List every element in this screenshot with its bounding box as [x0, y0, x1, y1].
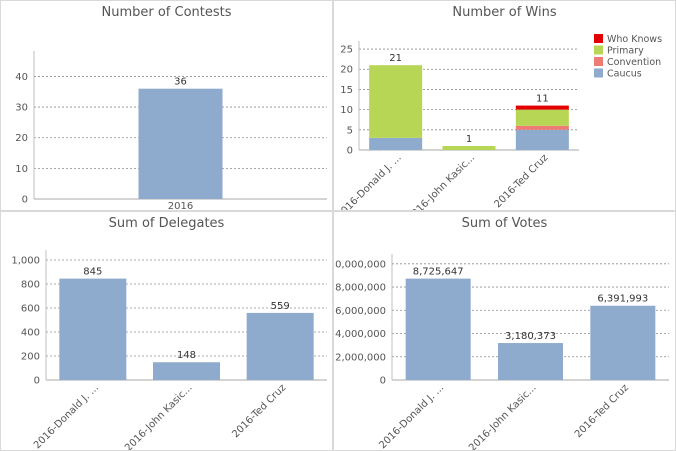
wins-bar-primary	[515, 109, 569, 126]
wins-chart-title: Number of Wins	[452, 5, 557, 20]
delegates-ytick-label: 400	[21, 328, 40, 339]
delegates-chart-svg: 0 200 400 600 800 1,000 845 2016-Donald J. ... 1…	[11, 250, 327, 450]
contests-chart-panel: Number of Contests 0 10 20 30 40 36 2016	[0, 0, 333, 211]
votes-xtick-label: 2016-John Kasic...	[467, 382, 538, 450]
wins-legend-label: Who Knows	[607, 34, 662, 45]
wins-legend-swatch	[594, 68, 603, 78]
wins-chart-svg: 0 5 10 15 20 25 21 2016-Donald J. ... 1 2016-John…	[335, 34, 662, 210]
contests-ytick-label: 40	[15, 72, 28, 83]
wins-data-label: 1	[466, 134, 472, 145]
wins-data-label: 11	[536, 94, 549, 105]
votes-ytick-label: 10,000,000	[334, 259, 386, 270]
delegates-chart-title: Sum of Delegates	[108, 216, 225, 231]
wins-legend-label: Primary	[607, 46, 644, 57]
wins-ytick-label: 20	[340, 65, 353, 76]
delegates-data-label: 148	[177, 350, 196, 361]
wins-bar-caucus	[369, 137, 423, 150]
delegates-bar	[153, 362, 220, 380]
votes-ytick-label: 4,000,000	[335, 329, 386, 340]
wins-legend-label: Caucus	[607, 69, 642, 80]
wins-xtick-label: 2016-John Kasic...	[406, 152, 477, 210]
wins-data-label: 21	[389, 53, 402, 64]
delegates-ytick-label: 1,000	[11, 256, 40, 267]
delegates-data-label: 845	[83, 267, 102, 278]
delegates-ytick-label: 0	[34, 376, 40, 387]
wins-xtick-label: 2016-Ted Cruz	[493, 152, 551, 210]
delegates-ytick-label: 600	[21, 304, 40, 315]
votes-ytick-label: 2,000,000	[335, 352, 386, 363]
votes-xtick-label: 2016-Donald J. ...	[377, 382, 446, 450]
votes-chart-title: Sum of Votes	[461, 216, 548, 231]
votes-data-label: 3,180,373	[505, 331, 556, 342]
delegates-chart-panel: Sum of Delegates 0 200 400 600 800 1,000 845 20…	[0, 211, 333, 451]
contests-data-label: 36	[174, 77, 187, 88]
contests-chart-svg: 0 10 20 30 40 36 2016	[15, 51, 327, 210]
delegates-xtick-label: 2016-Donald J. ...	[32, 382, 101, 450]
votes-chart-svg: 0 2,000,000 4,000,000 6,000,000 8,000,000 10,…	[334, 254, 669, 450]
wins-ytick-label: 0	[347, 146, 353, 157]
wins-bar-who-knows	[515, 105, 569, 110]
votes-chart-panel: Sum of Votes 0 2,000,000 4,000,000 6,000,00…	[333, 211, 676, 451]
wins-bar-caucus	[515, 129, 569, 150]
delegates-bar	[59, 278, 127, 380]
contests-ytick-label: 0	[22, 195, 28, 206]
votes-ytick-label: 0	[380, 376, 386, 387]
wins-legend-swatch	[594, 34, 603, 43]
wins-ytick-label: 25	[340, 45, 353, 56]
votes-ytick-label: 8,000,000	[335, 283, 386, 294]
votes-data-label: 8,725,647	[413, 267, 464, 278]
wins-bar-convention	[515, 125, 569, 130]
votes-ytick-label: 6,000,000	[335, 306, 386, 317]
delegates-ytick-label: 200	[21, 352, 40, 363]
contests-ytick-label: 10	[15, 164, 28, 175]
wins-ytick-label: 10	[340, 105, 353, 116]
wins-ytick-label: 15	[340, 85, 353, 96]
wins-bar-primary	[442, 145, 496, 150]
wins-legend-label: Convention	[607, 57, 661, 68]
votes-data-label: 6,391,993	[597, 294, 648, 305]
votes-bar	[405, 278, 471, 380]
contests-xtick-label: 2016	[168, 201, 193, 210]
contests-ytick-label: 20	[15, 133, 28, 144]
votes-xtick-label: 2016-Ted Cruz	[573, 382, 631, 440]
delegates-ytick-label: 800	[21, 280, 40, 291]
contests-bar	[138, 88, 223, 199]
contests-ytick-label: 30	[15, 103, 28, 114]
delegates-bar	[246, 312, 314, 380]
wins-bar-primary	[369, 65, 423, 138]
wins-legend-swatch	[594, 45, 603, 55]
wins-ytick-label: 5	[347, 125, 353, 136]
delegates-data-label: 559	[271, 301, 290, 312]
wins-legend-swatch	[594, 57, 603, 66]
delegates-xtick-label: 2016-Ted Cruz	[230, 382, 288, 440]
wins-xtick-label: 2016-Donald J. ...	[335, 152, 404, 210]
votes-bar	[590, 305, 656, 380]
wins-chart-panel: Number of Wins 0 5 10 15 20 25 21 2016-Donald J…	[333, 0, 676, 211]
delegates-xtick-label: 2016-John Kasic...	[123, 382, 194, 450]
contests-chart-title: Number of Contests	[101, 5, 232, 20]
votes-bar	[498, 343, 563, 380]
